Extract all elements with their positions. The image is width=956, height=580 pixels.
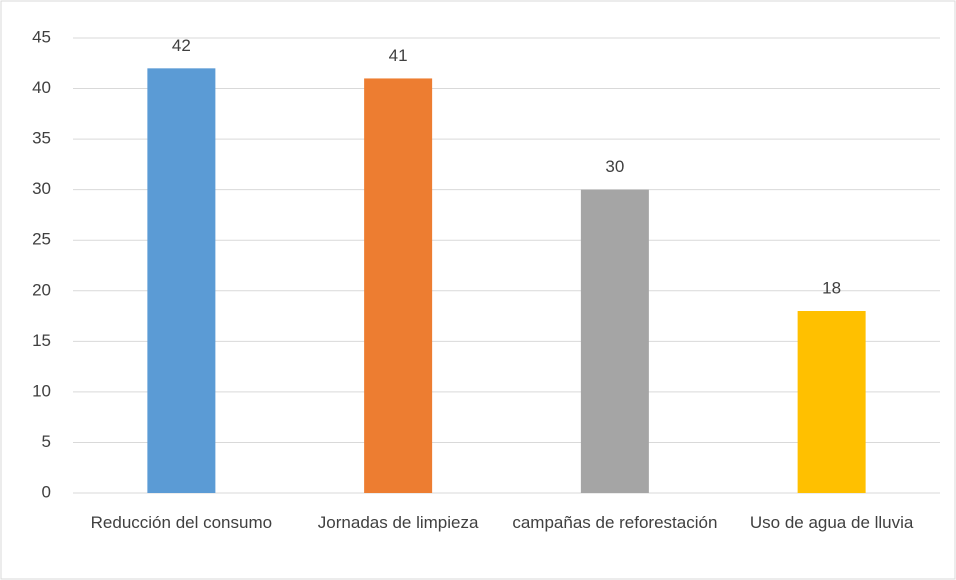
y-tick-label: 25 bbox=[32, 230, 51, 249]
y-tick-label: 10 bbox=[32, 381, 51, 400]
data-label: 41 bbox=[389, 46, 408, 65]
y-tick-label: 0 bbox=[42, 482, 51, 501]
x-tick-label: campañas de reforestación bbox=[512, 513, 718, 532]
y-tick-label: 30 bbox=[32, 179, 51, 198]
data-label: 42 bbox=[172, 36, 191, 55]
bar bbox=[797, 311, 866, 493]
y-tick-label: 45 bbox=[32, 27, 51, 46]
data-label: 30 bbox=[605, 157, 624, 176]
x-tick-label: Reducción del consumo bbox=[90, 513, 273, 532]
x-tick-label: Jornadas de limpieza bbox=[317, 513, 479, 532]
bar bbox=[580, 189, 649, 493]
x-tick-label: Uso de agua de lluvia bbox=[749, 513, 914, 532]
y-tick-label: 35 bbox=[32, 129, 51, 148]
bar bbox=[364, 78, 433, 493]
y-tick-label: 5 bbox=[42, 432, 51, 451]
y-tick-label: 20 bbox=[32, 280, 51, 299]
y-tick-label: 40 bbox=[32, 78, 51, 97]
y-tick-label: 15 bbox=[32, 331, 51, 350]
data-label: 18 bbox=[822, 278, 841, 297]
bar bbox=[147, 68, 216, 493]
